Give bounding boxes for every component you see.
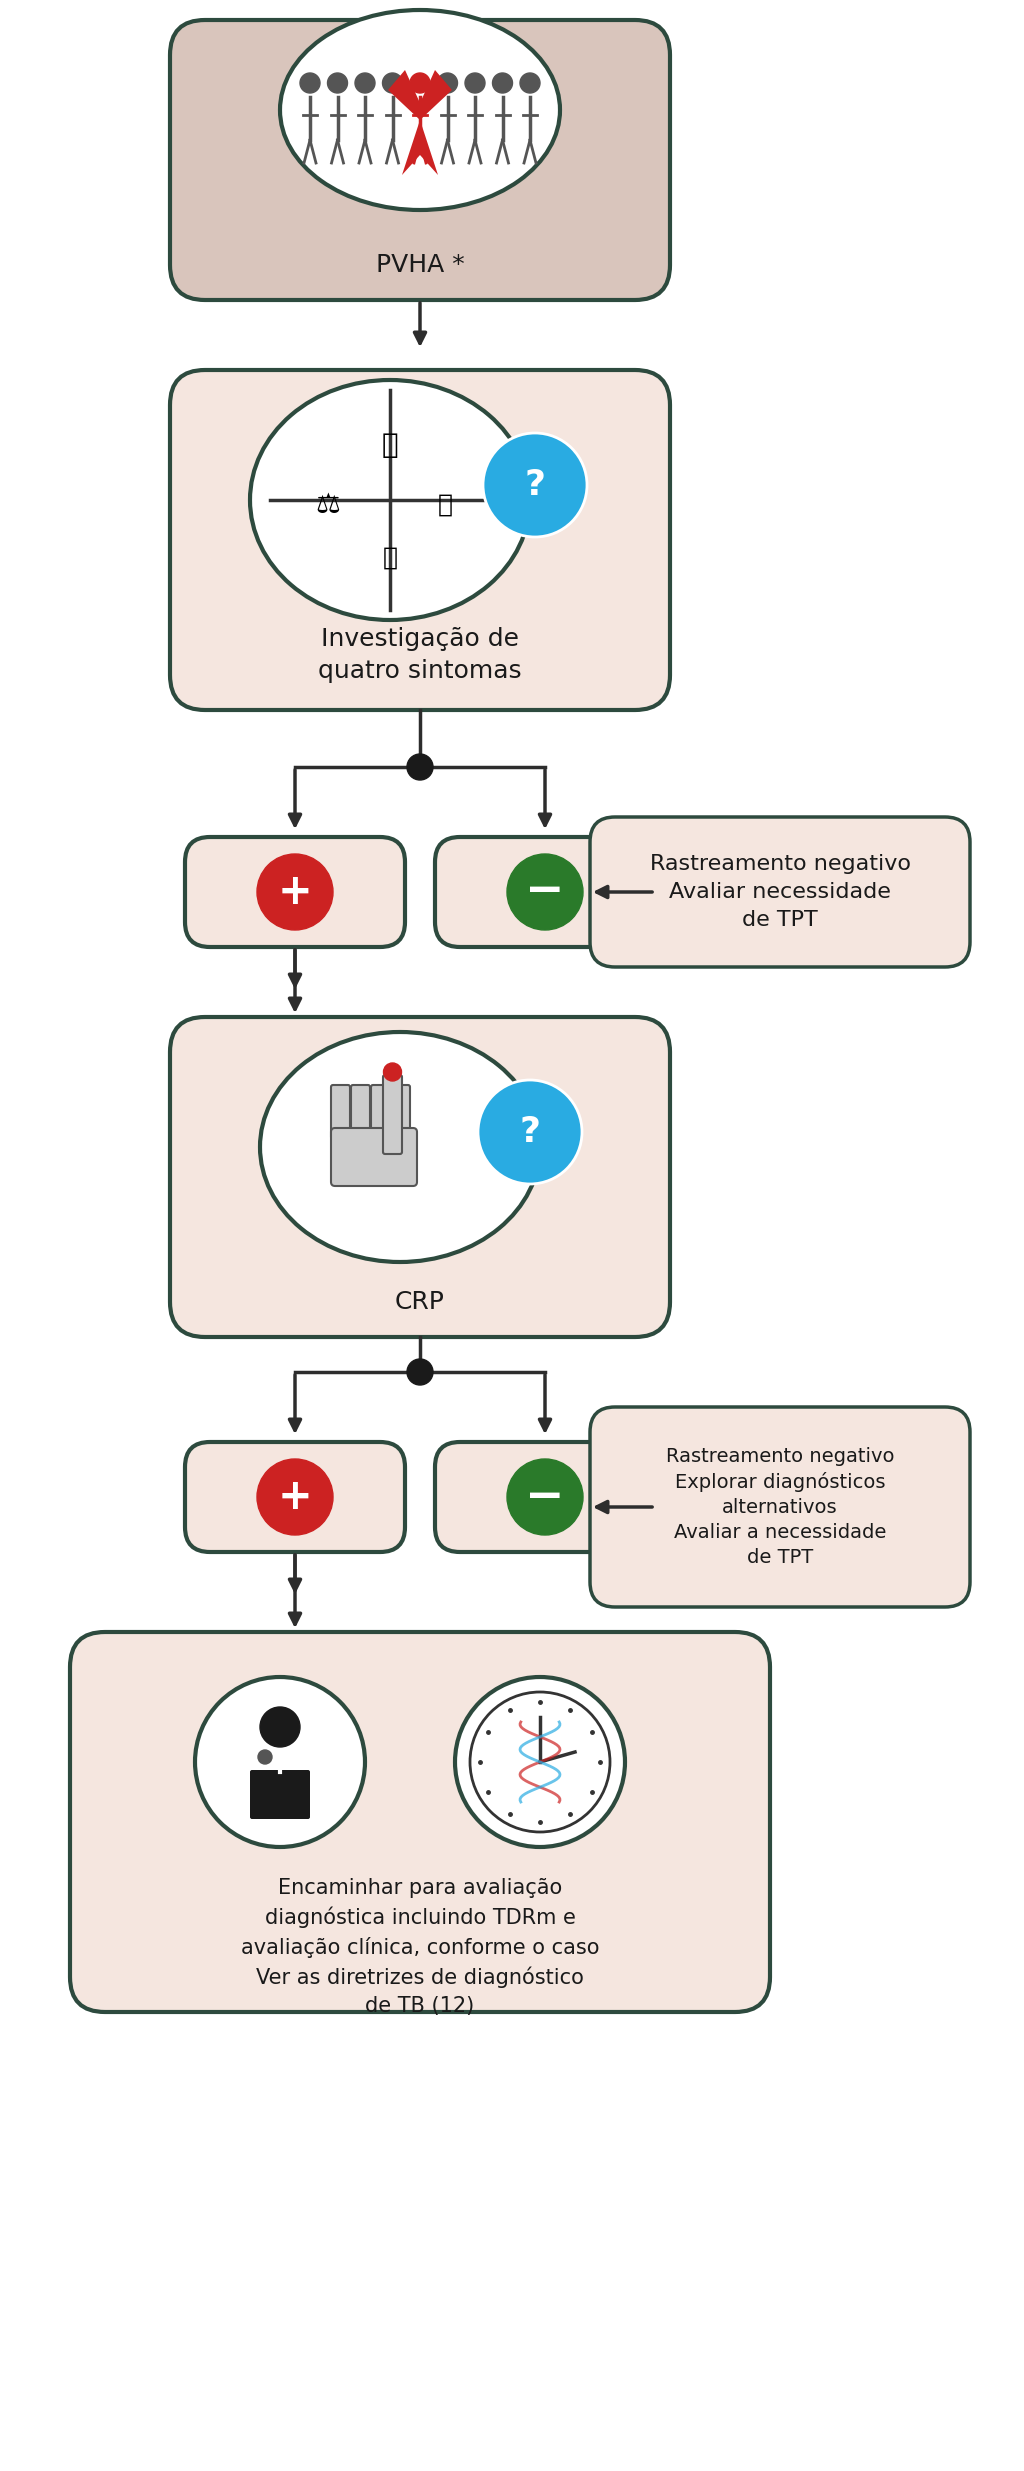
Text: 🤧: 🤧: [382, 430, 398, 460]
Circle shape: [455, 1678, 625, 1846]
Circle shape: [507, 855, 583, 929]
Text: −: −: [525, 1475, 565, 1520]
Text: −: −: [525, 870, 565, 914]
Circle shape: [507, 1458, 583, 1534]
Ellipse shape: [280, 10, 560, 210]
Circle shape: [520, 74, 540, 94]
Circle shape: [483, 432, 587, 536]
Circle shape: [258, 1749, 272, 1764]
Circle shape: [355, 74, 375, 94]
Circle shape: [410, 74, 430, 94]
FancyBboxPatch shape: [331, 1127, 417, 1186]
FancyBboxPatch shape: [185, 838, 406, 946]
Polygon shape: [402, 121, 438, 175]
FancyBboxPatch shape: [185, 1443, 406, 1552]
Text: PVHA *: PVHA *: [376, 252, 464, 277]
FancyBboxPatch shape: [383, 1075, 402, 1154]
Ellipse shape: [260, 1033, 540, 1263]
Text: +: +: [278, 870, 312, 912]
Text: ?: ?: [524, 467, 546, 502]
Text: +: +: [278, 1475, 312, 1517]
Polygon shape: [420, 69, 452, 121]
Text: Rastreamento negativo
Avaliar necessidade
de TPT: Rastreamento negativo Avaliar necessidad…: [649, 855, 910, 929]
FancyBboxPatch shape: [170, 1018, 670, 1337]
FancyBboxPatch shape: [435, 1443, 655, 1552]
FancyBboxPatch shape: [391, 1085, 410, 1139]
Text: Rastreamento negativo
Explorar diagnósticos
alternativos
Avaliar a necessidade
d: Rastreamento negativo Explorar diagnósti…: [666, 1448, 894, 1567]
Circle shape: [384, 1063, 401, 1080]
Text: ⚖: ⚖: [315, 492, 340, 519]
Text: Encaminhar para avaliação
diagnóstica incluindo TDRm e
avaliação clínica, confor: Encaminhar para avaliação diagnóstica in…: [241, 1878, 599, 2016]
FancyBboxPatch shape: [590, 1406, 970, 1606]
Circle shape: [383, 74, 402, 94]
Polygon shape: [388, 69, 420, 121]
FancyBboxPatch shape: [170, 371, 670, 709]
FancyBboxPatch shape: [371, 1085, 390, 1139]
Circle shape: [195, 1678, 365, 1846]
Circle shape: [260, 1707, 300, 1747]
Circle shape: [465, 74, 485, 94]
Text: ?: ?: [519, 1114, 541, 1149]
Circle shape: [478, 1080, 582, 1184]
Circle shape: [257, 1458, 333, 1534]
FancyBboxPatch shape: [435, 838, 655, 946]
Circle shape: [470, 1693, 610, 1831]
Circle shape: [407, 1359, 433, 1386]
Circle shape: [493, 74, 512, 94]
Ellipse shape: [250, 381, 530, 620]
Circle shape: [407, 754, 433, 781]
FancyBboxPatch shape: [351, 1085, 370, 1139]
FancyBboxPatch shape: [590, 818, 970, 966]
FancyBboxPatch shape: [170, 20, 670, 299]
FancyBboxPatch shape: [250, 1769, 310, 1819]
Text: 💦: 💦: [383, 546, 397, 571]
Circle shape: [300, 74, 319, 94]
Text: CRP: CRP: [395, 1290, 445, 1315]
Circle shape: [437, 74, 458, 94]
FancyBboxPatch shape: [331, 1085, 350, 1139]
Circle shape: [328, 74, 347, 94]
FancyBboxPatch shape: [70, 1631, 770, 2011]
Text: 🌡: 🌡: [437, 494, 453, 516]
Text: Investigação de
quatro sintomas: Investigação de quatro sintomas: [318, 628, 522, 682]
Circle shape: [257, 855, 333, 929]
